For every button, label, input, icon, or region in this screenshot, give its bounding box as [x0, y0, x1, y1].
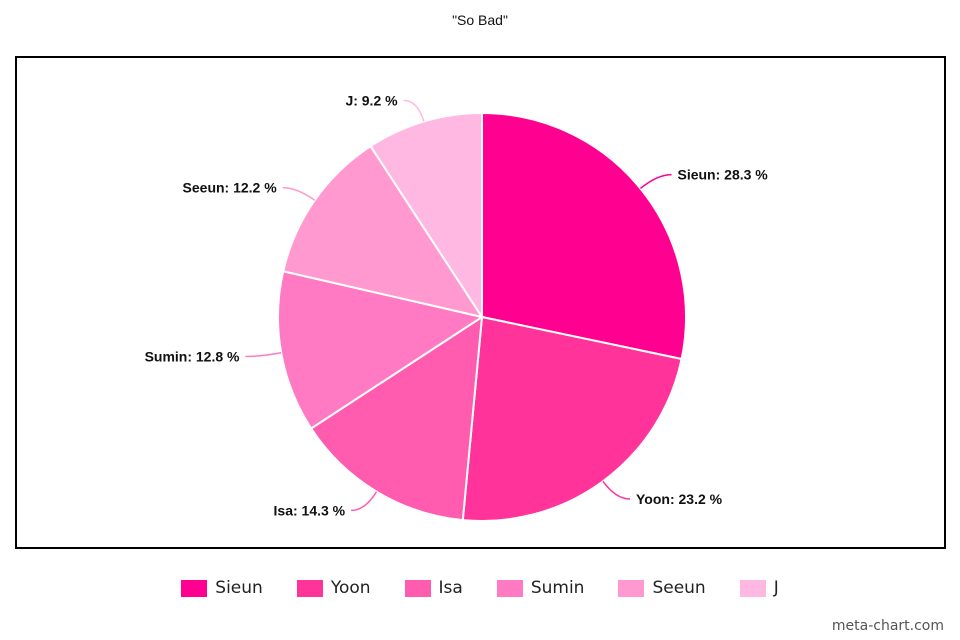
- plot-area: Sieun: 28.3 % Yoon: 23.2 % Isa: 14.3 % Sumi…: [15, 56, 946, 549]
- watermark: meta-chart.com: [831, 618, 944, 634]
- slice-label-isa: Isa: 14.3 %: [274, 502, 346, 518]
- legend: Sieun Yoon Isa Sumin Seeun J: [0, 578, 960, 598]
- legend-swatch: [181, 579, 208, 597]
- legend-swatch: [739, 579, 766, 597]
- legend-label: Sumin: [530, 578, 585, 598]
- pie-slice-yoon[interactable]: [461, 315, 683, 522]
- slice-label-sieun: Sieun: 28.3 %: [677, 167, 768, 183]
- legend-item-sumin[interactable]: Sumin: [496, 578, 585, 598]
- legend-swatch: [296, 579, 323, 597]
- pie-slice-seeun[interactable]: [281, 144, 485, 319]
- leader-line-yoon: [602, 480, 631, 500]
- leader-line-sieun: [639, 173, 672, 190]
- legend-label: J: [773, 578, 779, 598]
- legend-label: Seeun: [652, 578, 706, 598]
- legend-label: Sieun: [215, 578, 263, 598]
- legend-swatch: [618, 579, 645, 597]
- pie-slice-sieun[interactable]: [481, 111, 687, 361]
- legend-item-seeun[interactable]: Seeun: [618, 578, 706, 598]
- leader-line-isa: [351, 491, 378, 512]
- legend-item-yoon[interactable]: Yoon: [296, 578, 371, 598]
- pie-slice-j[interactable]: [369, 111, 483, 321]
- slice-label-yoon: Yoon: 23.2 %: [636, 491, 723, 507]
- chart-title: "So Bad": [452, 12, 508, 28]
- leader-line-seeun: [282, 186, 316, 201]
- slice-label-seeun: Seeun: 12.2 %: [183, 180, 278, 196]
- leader-line-j: [403, 99, 425, 122]
- legend-item-j[interactable]: J: [739, 578, 779, 598]
- pie-chart: Sieun: 28.3 % Yoon: 23.2 % Isa: 14.3 % Sumi…: [145, 92, 768, 522]
- slice-label-j: J: 9.2 %: [345, 92, 398, 108]
- slice-label-sumin: Sumin: 12.8 %: [145, 349, 240, 365]
- legend-label: Isa: [438, 578, 463, 598]
- leader-line-sumin: [245, 351, 282, 358]
- legend-label: Yoon: [330, 578, 371, 598]
- pie-slice-sumin[interactable]: [277, 270, 485, 430]
- legend-item-sieun[interactable]: Sieun: [181, 578, 263, 598]
- legend-swatch: [496, 579, 523, 597]
- legend-swatch: [404, 579, 431, 597]
- legend-item-isa[interactable]: Isa: [404, 578, 463, 598]
